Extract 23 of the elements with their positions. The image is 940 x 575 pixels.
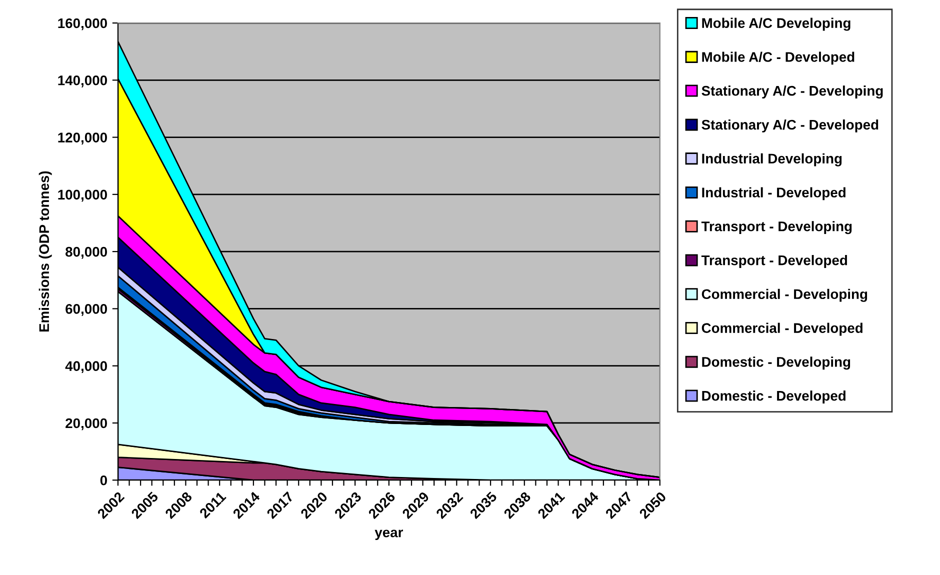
legend-label: Domestic - Developed bbox=[702, 390, 846, 404]
y-tick-label: 160,000 bbox=[58, 18, 107, 30]
y-tick-label: 80,000 bbox=[66, 246, 107, 259]
x-axis-title: year bbox=[374, 530, 404, 540]
y-tick-label: 100,000 bbox=[58, 190, 107, 202]
y-tick-label: 40,000 bbox=[65, 361, 107, 374]
legend-label: Commercial - Developing bbox=[702, 288, 868, 302]
legend-label: Mobile A/C Developing bbox=[702, 18, 850, 31]
y-axis-title: Emissions (ODP tonnes) bbox=[38, 171, 52, 332]
legend-label: Stationary A/C - Developing bbox=[702, 86, 883, 99]
legend-label: Domestic - Developing bbox=[702, 356, 850, 370]
legend-label: Transport - Developed bbox=[701, 255, 847, 268]
legend-label: Stationary A/C - Developed bbox=[702, 119, 878, 132]
legend-label: Commercial - Developed bbox=[702, 322, 862, 336]
y-tick-label: 140,000 bbox=[58, 75, 107, 88]
legend-label: Transport - Developing bbox=[701, 221, 852, 234]
legend-label: Industrial Developing bbox=[702, 153, 842, 166]
y-tick-label: 120,000 bbox=[58, 132, 107, 144]
y-tick-label: 0 bbox=[100, 475, 107, 486]
y-tick-label: 20,000 bbox=[66, 418, 107, 430]
legend-label: Industrial - Developed bbox=[702, 187, 846, 200]
y-tick-label: 60,000 bbox=[66, 304, 107, 316]
legend-label: Mobile A/C - Developed bbox=[702, 52, 854, 65]
